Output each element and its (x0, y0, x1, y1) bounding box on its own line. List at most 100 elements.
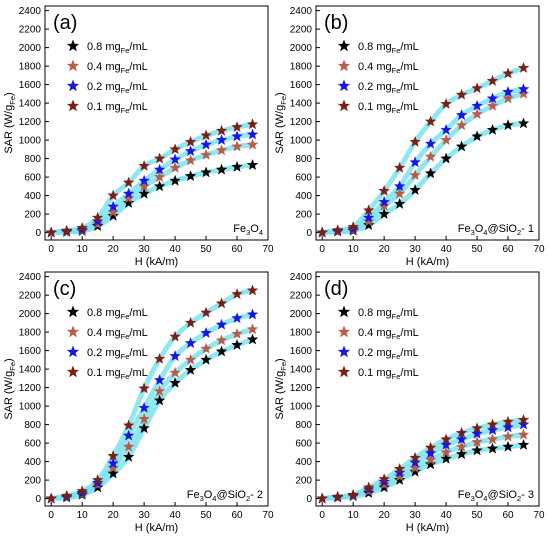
y-tick-label: 2400 (19, 6, 42, 17)
data-point-star (502, 92, 514, 104)
x-tick-label: 20 (379, 510, 391, 521)
data-point-star (76, 485, 88, 497)
data-point-star (107, 209, 119, 221)
data-point-star (122, 419, 135, 431)
x-tick-label: 30 (139, 244, 151, 255)
data-point-star (215, 334, 228, 346)
data-point-star (362, 215, 375, 227)
legend: 0.8 mgFe/mL 0.4 mgFe/mL 0.2 mgFe/mL 0.1 mgF… (337, 39, 419, 115)
x-tick-label: 10 (77, 244, 89, 255)
legend-star-icon (337, 365, 351, 378)
data-point-star (215, 345, 228, 357)
data-point-star (471, 82, 483, 94)
legend-star-icon (337, 79, 351, 92)
x-tick-label: 20 (108, 510, 120, 521)
data-point-star (138, 180, 150, 192)
data-point-star (184, 170, 197, 182)
data-point-star (231, 160, 243, 172)
data-point-star (393, 180, 406, 192)
data-point-star (471, 422, 483, 434)
y-tick-label: 1400 (290, 99, 313, 110)
data-point-star (122, 440, 135, 452)
data-point-star (486, 99, 499, 111)
data-point-star (184, 353, 197, 365)
plot-frame (315, 5, 540, 241)
y-tick-label: 1800 (290, 328, 313, 339)
y-tick-label: 1400 (19, 99, 42, 110)
y-tick-label: 0 (35, 494, 41, 505)
legend: 0.8 mgFe/mL 0.4 mgFe/mL 0.2 mgFe/mL 0.1 mgF… (66, 39, 148, 115)
legend-star-icon (66, 345, 80, 358)
data-point-star (455, 119, 468, 131)
series-markers (45, 118, 259, 238)
y-tick-label: 1200 (290, 117, 313, 128)
sample-label: Fe3O4 (233, 223, 263, 237)
panel-a: 0 10 20 30 40 50 60 70 0 200 400 600 800 1000 1200 1400… (3, 5, 274, 268)
data-point-star (200, 148, 212, 160)
data-point-star (246, 333, 259, 345)
data-point-star (153, 171, 166, 183)
data-point-star (138, 159, 150, 171)
data-point-star (455, 448, 468, 460)
x-tick-label: 60 (502, 510, 514, 521)
data-point-star (393, 462, 406, 474)
x-tick-label: 70 (262, 510, 274, 521)
legend-entry: 0.1 mgFe/mL (358, 367, 419, 381)
legend-entry: 0.8 mgFe/mL (358, 41, 419, 55)
y-tick-label: 1200 (19, 383, 42, 394)
y-tick-label: 2400 (19, 272, 42, 283)
data-point-star (215, 297, 228, 309)
data-point-star (486, 92, 499, 104)
x-tick-label: 70 (533, 244, 545, 255)
data-point-star (246, 118, 259, 130)
data-point-star (331, 224, 344, 236)
data-point-star (409, 156, 421, 168)
x-tick-label: 40 (441, 244, 453, 255)
x-tick-label: 70 (533, 510, 545, 521)
y-tick-label: 2400 (290, 272, 313, 283)
plot-frame (44, 5, 269, 241)
data-point-star (440, 446, 452, 458)
y-tick-label: 1800 (19, 62, 42, 73)
y-tick-label: 400 (295, 191, 312, 202)
x-tick-label: 50 (471, 244, 483, 255)
data-point-star (184, 316, 197, 328)
x-axis-title: H (kA/m) (135, 256, 178, 268)
plot-frame (315, 271, 540, 507)
data-point-star (502, 119, 514, 131)
panel-label: (b) (324, 12, 348, 34)
data-point-star (169, 366, 181, 378)
data-point-star (138, 412, 150, 424)
x-tick-label: 0 (319, 510, 325, 521)
series-markers (316, 83, 530, 238)
data-point-star (169, 174, 181, 186)
data-point-star (122, 196, 135, 208)
data-point-star (378, 184, 390, 196)
data-point-star (440, 134, 452, 146)
data-point-star (455, 426, 468, 438)
y-tick-label: 2000 (290, 309, 313, 320)
legend-star-icon (66, 305, 80, 318)
data-point-star (486, 74, 499, 86)
panel-c: 0 10 20 30 40 50 60 70 0 200 400 600 800 1000 1200 1400… (3, 271, 274, 534)
y-tick-label: 600 (295, 173, 312, 184)
y-tick-label: 2200 (19, 25, 42, 36)
data-point-star (107, 189, 119, 201)
data-point-star (471, 427, 483, 439)
data-point-star (122, 429, 135, 441)
data-point-star (153, 163, 166, 175)
data-point-star (184, 154, 197, 166)
y-tick-label: 200 (295, 210, 312, 221)
data-point-star (486, 442, 499, 454)
legend-entry: 0.2 mgFe/mL (358, 347, 419, 361)
data-point-star (153, 374, 166, 386)
data-point-star (200, 138, 212, 150)
data-point-star (122, 192, 135, 204)
data-point-star (107, 200, 119, 212)
legend-star-icon (66, 99, 80, 112)
data-point-star (517, 413, 530, 425)
data-point-star (200, 353, 212, 365)
y-tick-label: 1600 (290, 80, 313, 91)
data-point-star (471, 436, 483, 448)
